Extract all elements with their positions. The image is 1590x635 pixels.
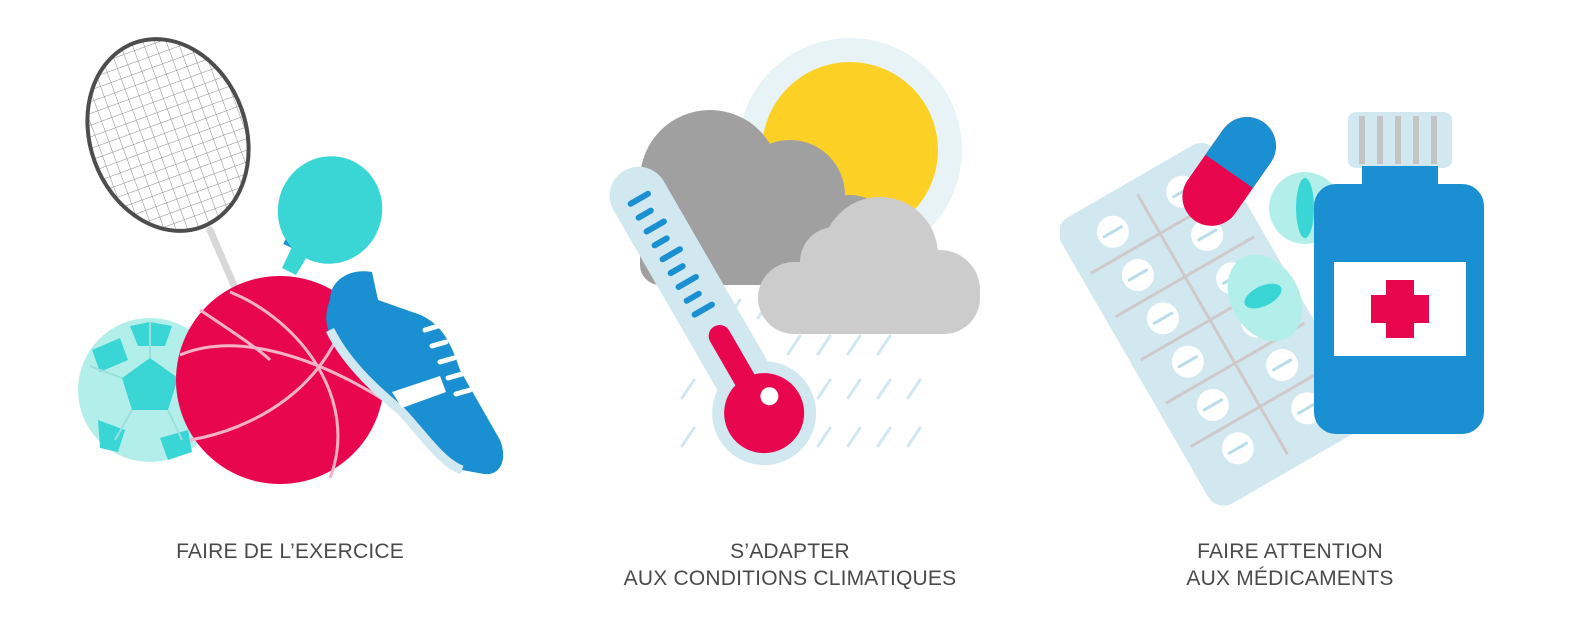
- climate-illustration: [609, 38, 980, 466]
- panel-climate: S’ADAPTER AUX CONDITIONS CLIMATIQUES: [560, 0, 1020, 635]
- badminton-racket-icon: [85, 37, 251, 294]
- caption-line: S’ADAPTER: [730, 540, 850, 563]
- caption-medication: FAIRE ATTENTION AUX MÉDICAMENTS: [1060, 538, 1520, 592]
- caption-line: FAIRE DE L’EXERCICE: [176, 540, 404, 563]
- ping-pong-paddle-icon: [277, 156, 383, 275]
- blister-pack-icon: [1060, 143, 1367, 506]
- light-cloud-icon: [758, 197, 980, 334]
- caption-line: AUX MÉDICAMENTS: [1186, 567, 1394, 590]
- capsule-icon: [1182, 117, 1276, 226]
- thermometer-icon: [609, 166, 817, 466]
- caption-climate: S’ADAPTER AUX CONDITIONS CLIMATIQUES: [560, 538, 1020, 592]
- caption-line: FAIRE ATTENTION: [1197, 540, 1383, 563]
- medication-illustration: [1060, 112, 1484, 506]
- caption-line: AUX CONDITIONS CLIMATIQUES: [623, 567, 957, 590]
- panel-medication: FAIRE ATTENTION AUX MÉDICAMENTS: [1060, 0, 1520, 635]
- caption-exercise: FAIRE DE L’EXERCICE: [40, 538, 540, 565]
- panel-exercise: FAIRE DE L’EXERCICE: [40, 0, 540, 635]
- exercise-illustration: [78, 37, 504, 484]
- medicine-bottle-icon: [1314, 112, 1484, 434]
- sneaker-icon: [325, 271, 504, 475]
